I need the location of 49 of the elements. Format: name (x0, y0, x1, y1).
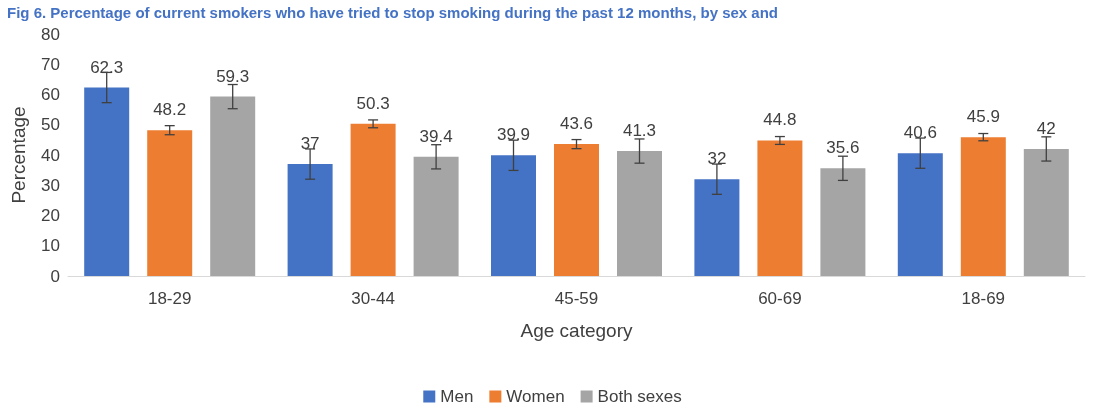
x-tick-label: 30-44 (351, 289, 395, 308)
y-tick-label: 60 (41, 85, 60, 104)
y-axis-title: Percentage (8, 106, 29, 204)
data-label: 32 (707, 149, 727, 169)
bar (820, 168, 866, 276)
x-tick-label: 18-69 (961, 289, 1006, 308)
bar (287, 164, 333, 276)
bar (694, 179, 740, 276)
bar (960, 137, 1006, 276)
data-label: 35.6 (826, 138, 860, 158)
bar (491, 155, 536, 276)
y-tick-label: 70 (41, 54, 60, 74)
x-tick-label: 45-59 (554, 289, 599, 308)
y-tick-label: 10 (41, 236, 60, 256)
data-label: 39.9 (496, 125, 531, 145)
y-tick-label: 20 (41, 206, 60, 225)
bar (350, 123, 396, 276)
bar (413, 156, 459, 276)
x-axis-title: Age category (520, 320, 633, 341)
bar (617, 151, 662, 276)
data-label: 44.8 (763, 110, 797, 130)
legend-label: Women (506, 387, 565, 406)
data-label: 37 (300, 134, 320, 154)
x-tick-label: 18-29 (147, 289, 192, 308)
data-label: 42 (1036, 118, 1056, 138)
data-label: 41.3 (622, 121, 657, 141)
data-label: 48.2 (153, 100, 187, 120)
y-tick-label: 50 (41, 115, 60, 135)
data-label: 50.3 (356, 93, 390, 113)
legend-label: Men (440, 387, 474, 406)
chart-title: Fig 6. Percentage of current smokers who have tried to stop smoking during the past 12 months, by sex and (7, 4, 778, 21)
data-label: 45.9 (966, 107, 1000, 127)
bar (897, 153, 943, 276)
data-label: 59.3 (216, 66, 250, 86)
data-label: 43.6 (559, 114, 594, 134)
legend-label: Both sexes (597, 387, 682, 406)
y-tick-label: 30 (41, 175, 60, 195)
bar (147, 130, 193, 276)
bar (757, 140, 803, 276)
bar (1023, 148, 1069, 276)
y-tick-label: 0 (50, 266, 60, 286)
bar (84, 87, 130, 276)
y-tick-label: 80 (41, 24, 60, 44)
bar (554, 144, 599, 276)
data-label: 40.6 (903, 123, 937, 143)
bar (210, 96, 256, 276)
y-tick-label: 40 (41, 145, 60, 165)
data-label: 39.4 (419, 126, 453, 146)
x-tick-label: 60-69 (758, 289, 802, 308)
